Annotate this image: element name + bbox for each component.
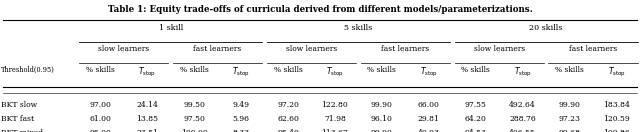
Text: Threshold(0.95): Threshold(0.95) bbox=[1, 66, 55, 74]
Text: BKT fast: BKT fast bbox=[1, 115, 35, 123]
Text: slow learners: slow learners bbox=[286, 45, 337, 53]
Text: 40.93: 40.93 bbox=[418, 129, 440, 132]
Text: 20 skills: 20 skills bbox=[529, 24, 563, 32]
Text: 71.98: 71.98 bbox=[324, 115, 346, 123]
Text: 406.55: 406.55 bbox=[509, 129, 536, 132]
Text: 97.23: 97.23 bbox=[559, 115, 580, 123]
Text: $T_{\rm stop}$: $T_{\rm stop}$ bbox=[514, 66, 532, 79]
Text: Table 1: Equity trade-offs of curricula derived from different models/parameteri: Table 1: Equity trade-offs of curricula … bbox=[108, 5, 532, 14]
Text: % skills: % skills bbox=[367, 66, 396, 74]
Text: 100.00: 100.00 bbox=[180, 129, 207, 132]
Text: slow learners: slow learners bbox=[98, 45, 149, 53]
Text: fast learners: fast learners bbox=[569, 45, 617, 53]
Text: slow learners: slow learners bbox=[474, 45, 525, 53]
Text: % skills: % skills bbox=[273, 66, 303, 74]
Text: 5.96: 5.96 bbox=[232, 115, 250, 123]
Text: 95.00: 95.00 bbox=[90, 129, 111, 132]
Text: 13.85: 13.85 bbox=[136, 115, 158, 123]
Text: 94.53: 94.53 bbox=[465, 129, 487, 132]
Text: 99.68: 99.68 bbox=[559, 129, 580, 132]
Text: 492.64: 492.64 bbox=[509, 101, 536, 109]
Text: 97.20: 97.20 bbox=[277, 101, 299, 109]
Text: 99.90: 99.90 bbox=[371, 129, 393, 132]
Text: 29.81: 29.81 bbox=[418, 115, 440, 123]
Text: 99.90: 99.90 bbox=[559, 101, 580, 109]
Text: 66.00: 66.00 bbox=[418, 101, 440, 109]
Text: 1 skill: 1 skill bbox=[159, 24, 183, 32]
Text: % skills: % skills bbox=[555, 66, 584, 74]
Text: 95.40: 95.40 bbox=[277, 129, 299, 132]
Text: 62.60: 62.60 bbox=[277, 115, 299, 123]
Text: 97.55: 97.55 bbox=[465, 101, 486, 109]
Text: BKT slow: BKT slow bbox=[1, 101, 37, 109]
Text: 96.10: 96.10 bbox=[371, 115, 393, 123]
Text: $T_{\rm stop}$: $T_{\rm stop}$ bbox=[138, 66, 156, 79]
Text: BKT mixed: BKT mixed bbox=[1, 129, 44, 132]
Text: % skills: % skills bbox=[86, 66, 115, 74]
Text: 64.20: 64.20 bbox=[465, 115, 486, 123]
Text: fast learners: fast learners bbox=[193, 45, 242, 53]
Text: $T_{\rm stop}$: $T_{\rm stop}$ bbox=[232, 66, 250, 79]
Text: $T_{\rm stop}$: $T_{\rm stop}$ bbox=[607, 66, 625, 79]
Text: fast learners: fast learners bbox=[381, 45, 429, 53]
Text: 8.33: 8.33 bbox=[232, 129, 250, 132]
Text: 99.90: 99.90 bbox=[371, 101, 393, 109]
Text: 120.59: 120.59 bbox=[603, 115, 630, 123]
Text: 99.50: 99.50 bbox=[183, 101, 205, 109]
Text: 288.76: 288.76 bbox=[509, 115, 536, 123]
Text: 23.51: 23.51 bbox=[136, 129, 158, 132]
Text: $T_{\rm stop}$: $T_{\rm stop}$ bbox=[420, 66, 438, 79]
Text: 183.84: 183.84 bbox=[603, 101, 630, 109]
Text: 61.00: 61.00 bbox=[90, 115, 111, 123]
Text: 5 skills: 5 skills bbox=[344, 24, 372, 32]
Text: 97.50: 97.50 bbox=[183, 115, 205, 123]
Text: 122.80: 122.80 bbox=[321, 101, 348, 109]
Text: 97.00: 97.00 bbox=[90, 101, 111, 109]
Text: 109.86: 109.86 bbox=[603, 129, 630, 132]
Text: 113.67: 113.67 bbox=[321, 129, 348, 132]
Text: $T_{\rm stop}$: $T_{\rm stop}$ bbox=[326, 66, 344, 79]
Text: 24.14: 24.14 bbox=[136, 101, 158, 109]
Text: 9.49: 9.49 bbox=[232, 101, 250, 109]
Text: % skills: % skills bbox=[461, 66, 490, 74]
Text: % skills: % skills bbox=[180, 66, 209, 74]
